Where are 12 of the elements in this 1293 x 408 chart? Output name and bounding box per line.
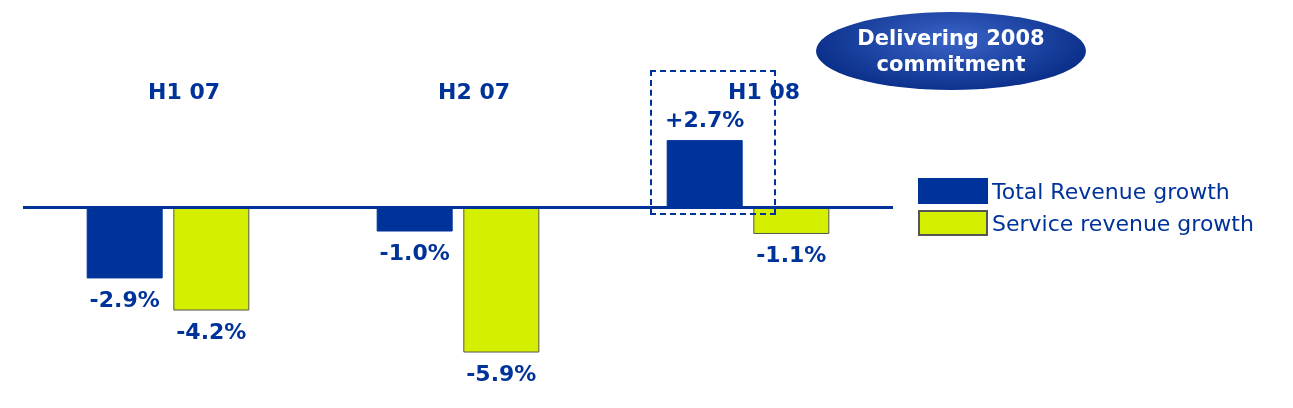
legend-label: Total Revenue growth [991, 178, 1230, 204]
data-label: -1.0% [379, 240, 450, 265]
x-tick-label: H2 07 [438, 78, 510, 104]
legend-label: Service revenue growth [992, 210, 1254, 236]
x-tick-label: H1 07 [148, 78, 220, 104]
data-label: -2.9% [89, 286, 160, 312]
data-label: -5.9% [466, 361, 537, 387]
data-label: +2.7% [664, 106, 745, 132]
data-label: -1.1% [756, 242, 827, 268]
data-label: -4.2% [176, 319, 247, 345]
ellipse-badge: Delivering 2008 commitment [816, 12, 1086, 90]
x-tick-label: H1 08 [728, 78, 800, 104]
